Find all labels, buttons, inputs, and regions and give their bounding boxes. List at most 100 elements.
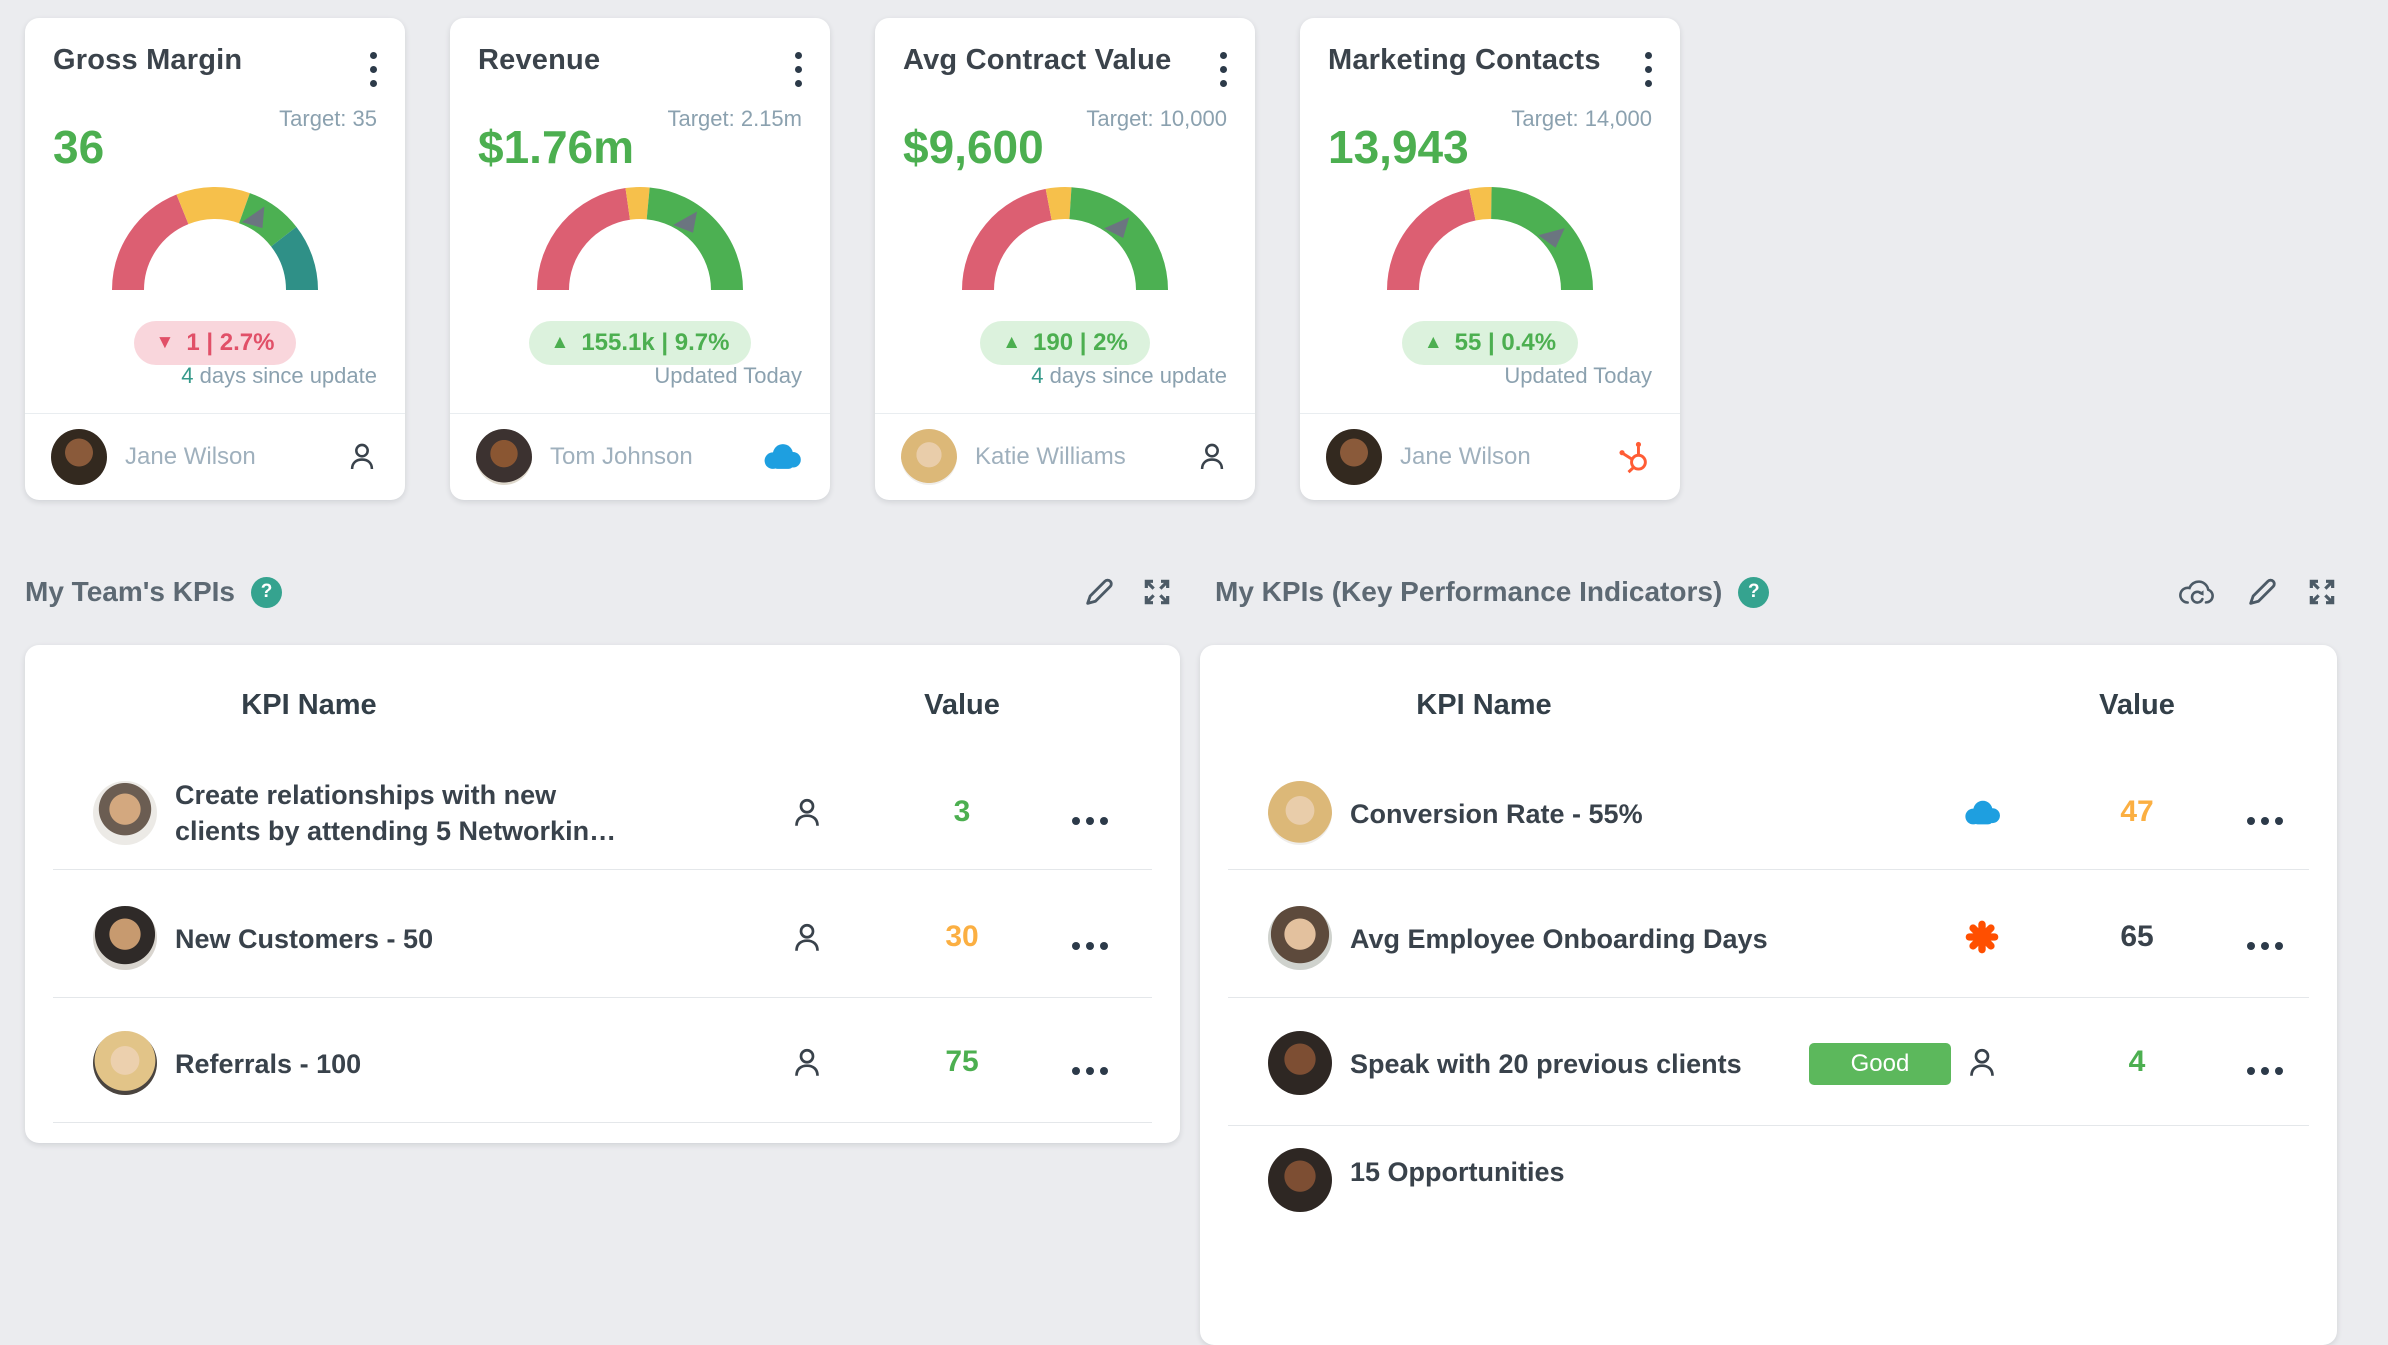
kpi-value: $9,600 [903,121,1044,173]
target-label: Target: 14,000 [1511,106,1652,131]
hubspot-icon [1619,441,1647,474]
kpi-name: 15 Opportunities [1350,1157,1565,1187]
avatar [51,429,107,485]
card-footer: Jane Wilson [25,413,405,500]
kpi-dashboard: { "colors": { "background": "#ebecef", "… [25,18,2344,1345]
gauge-chart [537,187,743,291]
status-badge: Good [1809,1043,1951,1085]
avatar [1326,429,1382,485]
card-footer: Katie Williams [875,413,1255,500]
avatar [476,429,532,485]
kpi-value: 75 [945,1045,979,1078]
update-status: Updated Today [654,363,802,388]
my-kpis-table: KPI Name Value Conversion Rate - 55% 47 … [1200,645,2337,1345]
kpi-name: Referrals - 100 [175,1049,362,1079]
owner-name: Jane Wilson [125,443,256,470]
salesforce-icon [764,444,801,469]
row-divider [1228,997,2309,998]
kpi-value: 65 [2120,920,2154,953]
kpi-value: 47 [2120,795,2154,828]
trend-arrow-icon: ▲ [550,332,570,353]
kpi-name: Speak with 20 previous clients [1350,1049,1742,1079]
card-title: Gross Margin [53,44,243,76]
column-header-value: Value [2099,689,2175,721]
kpi-value: 36 [53,121,105,173]
ellipsis-menu-icon[interactable] [1064,934,1116,958]
kpi-value: 13,943 [1328,121,1469,173]
kebab-menu-icon[interactable] [789,46,808,93]
kpi-name: Avg Employee Onboarding Days [1350,924,1768,954]
salesforce-icon [1961,798,2003,828]
gauge-card-gross-margin: Gross Margin Target: 35 36 ▼ 1 | 2.7% 4 d… [25,18,405,500]
kebab-menu-icon[interactable] [364,46,383,93]
ellipsis-menu-icon[interactable] [2239,809,2291,833]
gauge-card-marketing-contacts: Marketing Contacts Target: 14,000 13,943… [1300,18,1680,500]
trend-arrow-icon: ▲ [1423,332,1443,353]
gauge-card-avg-contract-value: Avg Contract Value Target: 10,000 $9,600… [875,18,1255,500]
kebab-menu-icon[interactable] [1639,46,1658,93]
ellipsis-menu-icon[interactable] [2239,934,2291,958]
avatar [1268,781,1332,845]
gauge-chart [1387,187,1593,291]
avatar [93,906,157,970]
owner-name: Katie Williams [975,443,1126,470]
cloud-sync-icon[interactable] [2175,570,2219,614]
zapier-icon [1962,917,2002,957]
person-icon [1200,443,1224,470]
card-footer: Jane Wilson [1300,413,1680,500]
expand-icon[interactable] [1135,570,1179,614]
trend-arrow-icon: ▲ [1002,332,1022,353]
kpi-name: Conversion Rate - 55% [1350,799,1643,829]
gauge-card-revenue: Revenue Target: 2.15m $1.76m ▲ 155.1k | 9… [450,18,830,500]
update-status: 4 days since update [181,363,377,388]
section-title-team-kpis: My Team's KPIs ? [25,572,282,612]
person-icon [789,920,825,956]
avatar [1268,1031,1332,1095]
avatar [1268,1148,1332,1212]
kpi-value: 4 [2128,1045,2146,1078]
section-title-text: My Team's KPIs [25,576,235,607]
change-badge: ▲ 55 | 0.4% [1401,321,1579,365]
person-icon [789,795,825,831]
row-divider [53,1122,1152,1123]
change-badge: ▼ 1 | 2.7% [133,321,297,365]
help-icon[interactable]: ? [1738,576,1770,608]
expand-icon[interactable] [2300,570,2344,614]
ellipsis-menu-icon[interactable] [1064,809,1116,833]
avatar [901,429,957,485]
update-status: Updated Today [1504,363,1652,388]
team-kpis-table: KPI Name Value Create relationships with… [25,645,1180,1143]
card-footer: Tom Johnson [450,413,830,500]
target-label: Target: 2.15m [667,106,802,131]
row-divider [53,869,1152,870]
column-header-value: Value [924,689,1000,721]
person-icon [1964,1045,2000,1081]
owner-name: Tom Johnson [550,443,693,470]
target-label: Target: 35 [279,106,377,131]
card-title: Revenue [478,44,601,76]
card-title: Marketing Contacts [1328,44,1601,76]
column-header-kpi-name: KPI Name [1416,689,1552,721]
row-divider [1228,1125,2309,1126]
change-badge: ▲ 155.1k | 9.7% [528,321,752,365]
update-status: 4 days since update [1031,363,1227,388]
person-icon [789,1045,825,1081]
ellipsis-menu-icon[interactable] [1064,1059,1116,1083]
person-icon [350,443,374,470]
kpi-value: 30 [945,920,979,953]
avatar [93,1031,157,1095]
kpi-name: Create relationships with new clients by… [175,780,617,846]
trend-arrow-icon: ▼ [155,332,175,353]
kpi-value: $1.76m [478,121,635,173]
kebab-menu-icon[interactable] [1214,46,1233,93]
target-label: Target: 10,000 [1086,106,1227,131]
gauge-chart [112,187,318,291]
help-icon[interactable]: ? [251,576,282,608]
card-title: Avg Contract Value [903,44,1172,76]
section-title-text: My KPIs (Key Performance Indicators) [1215,576,1723,607]
ellipsis-menu-icon[interactable] [2239,1059,2291,1083]
kpi-name: New Customers - 50 [175,924,434,954]
edit-icon[interactable] [1077,570,1121,614]
avatar [93,781,157,845]
edit-icon[interactable] [2240,570,2284,614]
